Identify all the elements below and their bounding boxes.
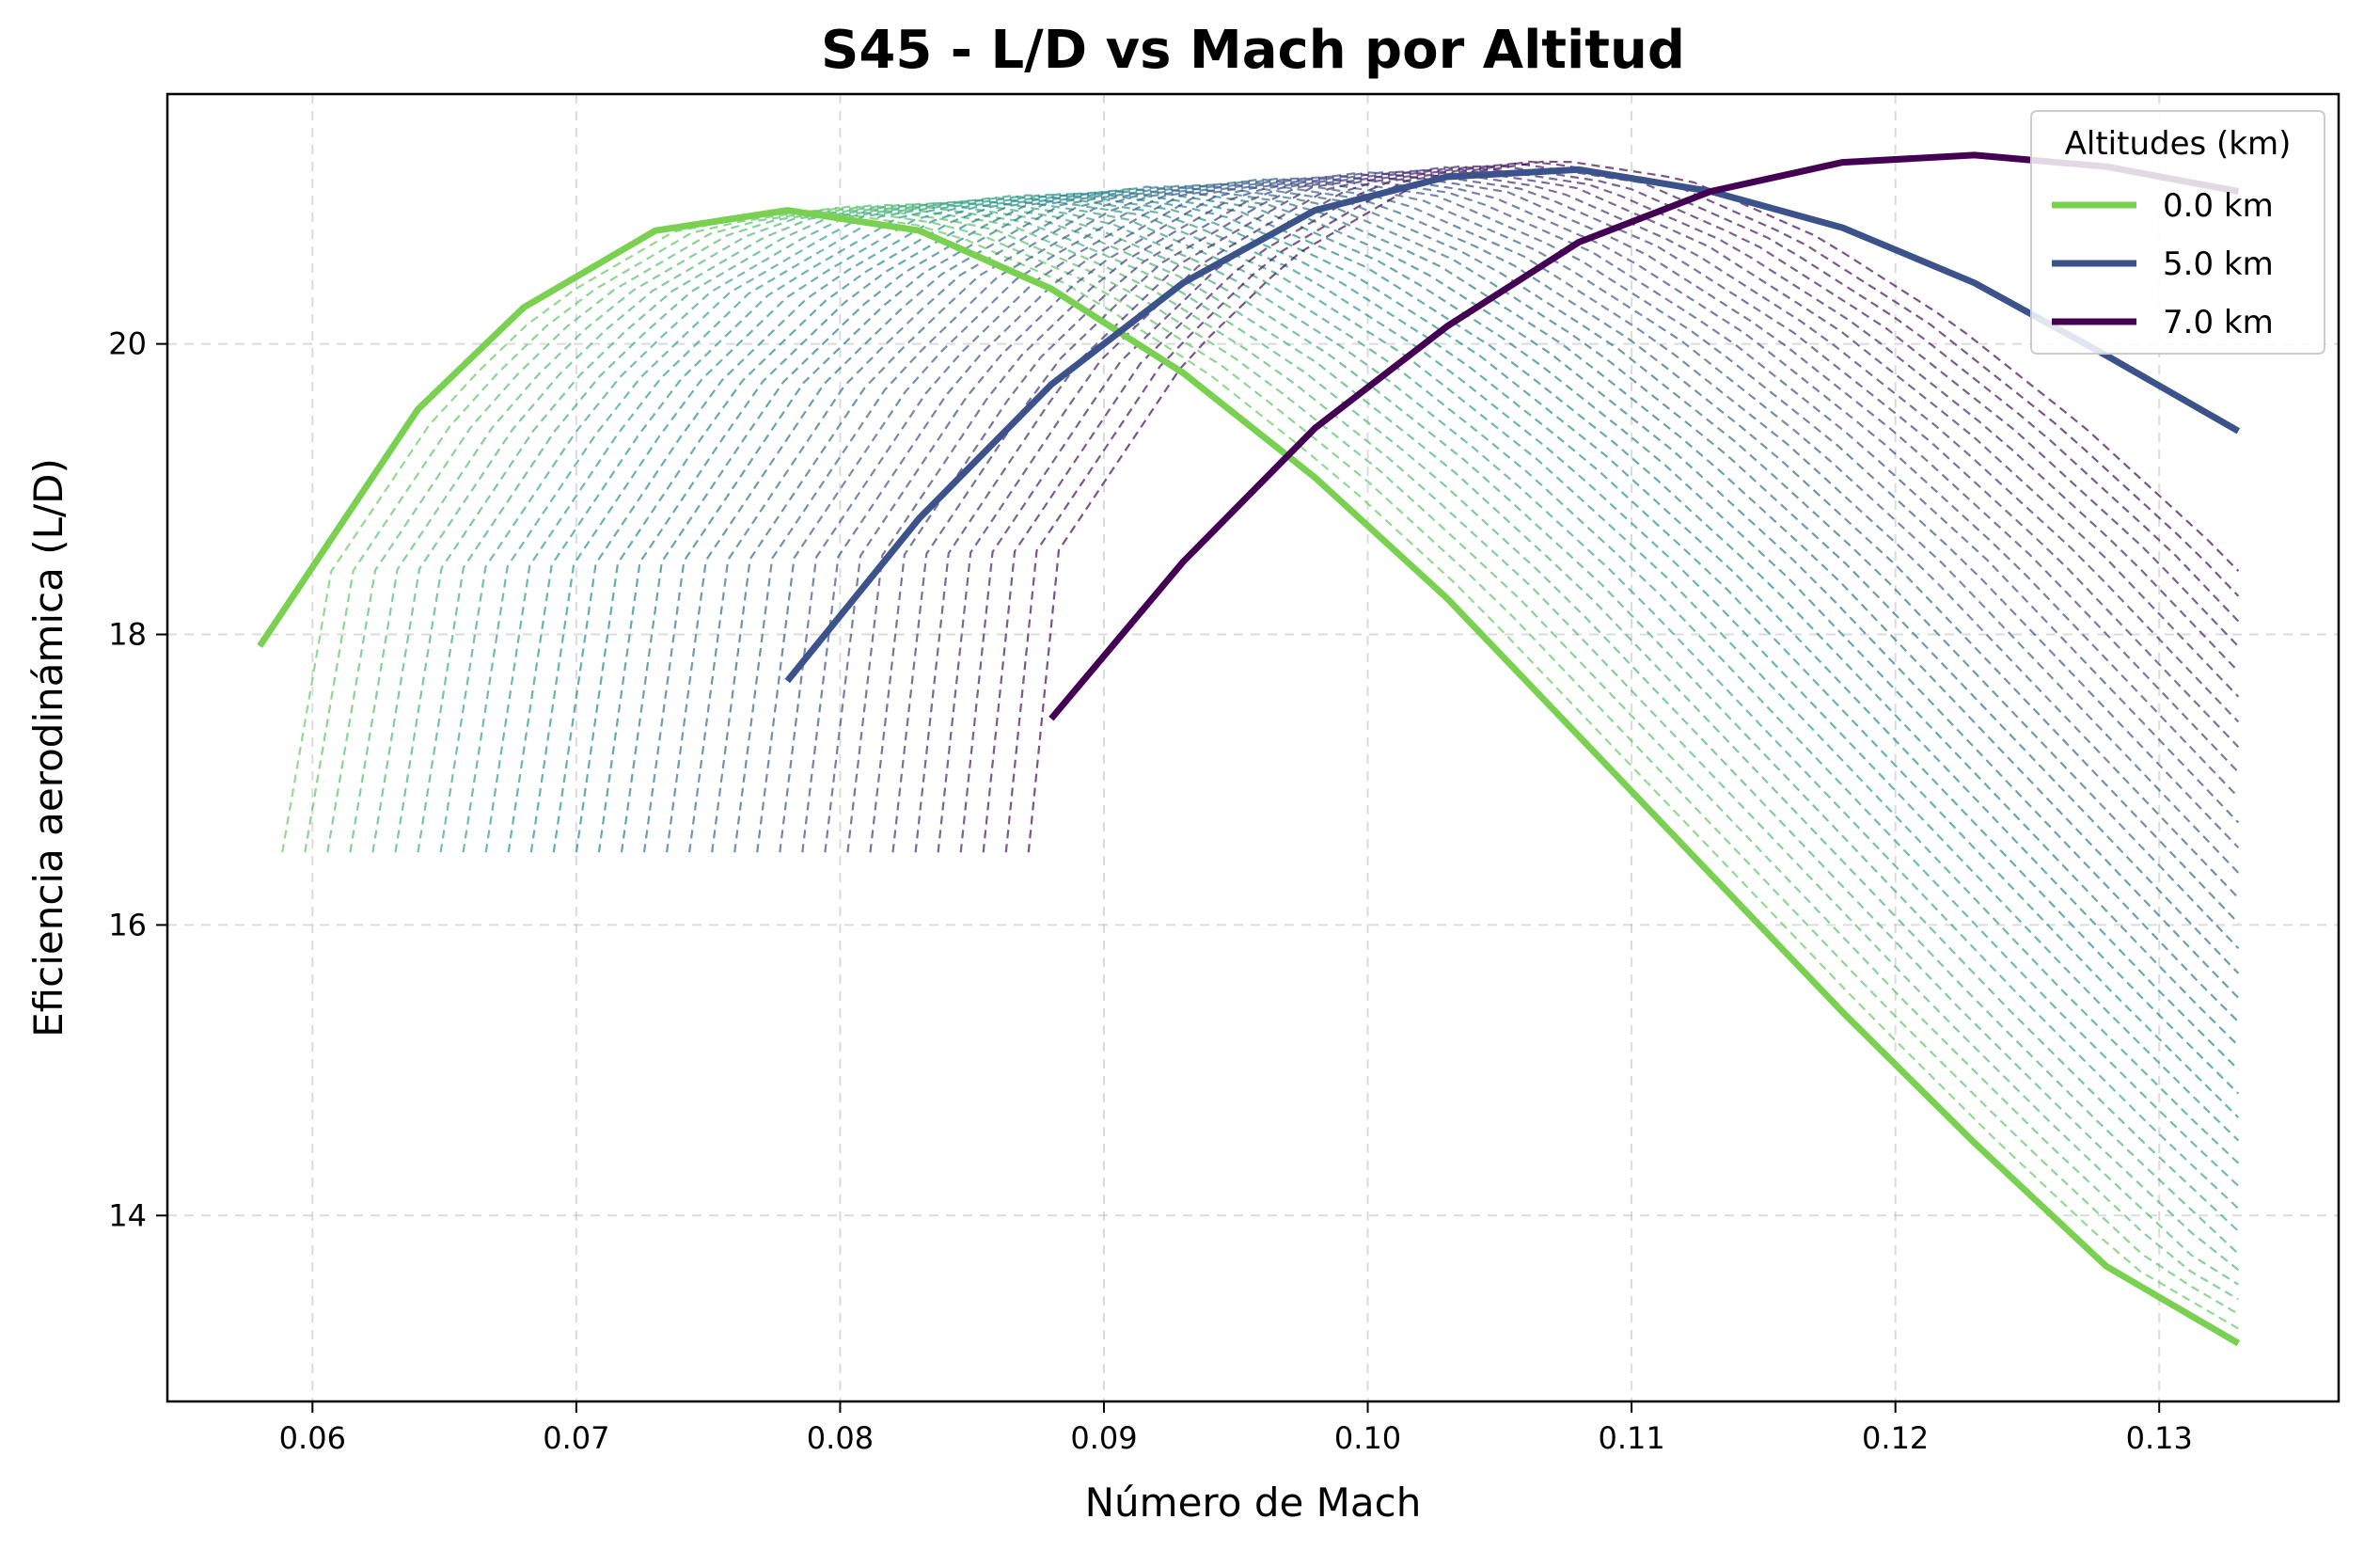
y-tick-label: 18 [108, 617, 147, 653]
x-tick-label: 0.06 [279, 1420, 346, 1456]
chart-title: S45 - L/D vs Mach por Altitud [821, 20, 1685, 81]
x-axis-label: Número de Mach [1085, 1480, 1422, 1526]
x-tick-label: 0.07 [543, 1420, 609, 1456]
intermediate-altitude-curve [711, 180, 2240, 925]
legend: Altitudes (km) 0.0 km 5.0 km 7.0 km [2030, 110, 2325, 355]
intermediate-altitude-curve [666, 184, 2240, 974]
legend-title: Altitudes (km) [2065, 125, 2292, 163]
legend-entry-label: 5.0 km [2163, 245, 2274, 283]
intermediate-altitude-curve [349, 204, 2239, 1286]
y-axis-ticks: 14 16 18 20 [108, 326, 167, 1233]
intermediate-altitude-curve [281, 209, 2239, 1330]
legend-entry-label: 0.0 km [2163, 187, 2274, 225]
intermediate-altitude-curve [575, 190, 2240, 1070]
intermediate-altitude-curve [417, 201, 2240, 1232]
legend-entries: 0.0 km 5.0 km 7.0 km [2052, 187, 2274, 341]
intermediate-altitude-curve [439, 198, 2240, 1210]
intermediate-altitude-curve [1027, 160, 2240, 853]
y-axis-label: Eficiencia aerodinámica (L/D) [25, 458, 71, 1037]
y-tick-label: 20 [108, 326, 147, 362]
intermediate-altitude-curve [959, 165, 2240, 853]
intermediate-altitude-curve [733, 178, 2240, 899]
legend-box [2030, 110, 2325, 355]
intermediate-altitude-curve [371, 203, 2240, 1271]
intermediate-altitude-curve [597, 187, 2240, 1047]
intermediate-altitude-curve [779, 177, 2240, 853]
intermediate-altitude-curve [394, 203, 2240, 1255]
plot-area-frame [165, 92, 2341, 1403]
x-tick-label: 0.10 [1334, 1420, 1401, 1456]
intermediate-altitude-curve [529, 193, 2240, 1118]
y-tick-label: 14 [108, 1197, 147, 1233]
intermediate-altitude-curve [304, 206, 2239, 1315]
series-line-0-0-km [257, 207, 2241, 1347]
x-tick-label: 0.12 [1862, 1420, 1929, 1456]
intermediate-altitude-curve [620, 185, 2240, 1023]
intermediate-altitude-curve [1004, 160, 2240, 853]
intermediate-altitude-curve [756, 177, 2240, 874]
grid-lines [167, 94, 2339, 1401]
intermediate-altitude-curve [914, 166, 2240, 853]
legend-entry-label: 7.0 km [2163, 304, 2274, 341]
intermediate-altitude-curve [642, 184, 2240, 999]
intermediate-altitude-curve [846, 171, 2240, 853]
intermediate-altitude-curve [801, 175, 2240, 853]
intermediate-altitude-curve [869, 170, 2240, 853]
intermediate-altitude-curve [326, 204, 2239, 1301]
series-line-5-0-km [784, 166, 2241, 684]
intermediate-altitude-curve [688, 182, 2240, 949]
intermediate-altitude-curve [484, 194, 2240, 1164]
x-tick-label: 0.08 [807, 1420, 874, 1456]
x-tick-label: 0.11 [1598, 1420, 1664, 1456]
intermediate-altitude-curve [462, 196, 2240, 1187]
intermediate-altitude-curve [552, 193, 2240, 1095]
x-axis-ticks: 0.06 0.07 0.08 0.09 0.10 0.11 0.12 0.13 [279, 1401, 2193, 1456]
intermediate-altitude-curve [891, 168, 2240, 853]
x-tick-label: 0.09 [1070, 1420, 1137, 1456]
y-tick-label: 16 [108, 907, 147, 942]
intermediate-altitude-curve [507, 194, 2240, 1142]
x-tick-label: 0.13 [2126, 1420, 2193, 1456]
